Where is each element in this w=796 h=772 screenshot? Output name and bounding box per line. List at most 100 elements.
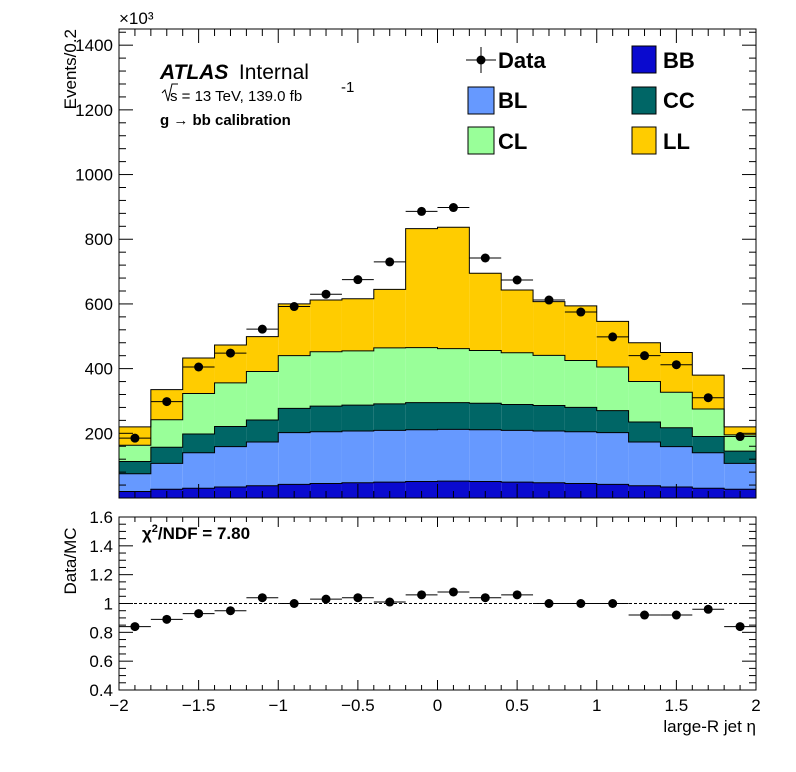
ratio-y-tick-label: 1 [104, 595, 113, 614]
legend-entry-data: Data [466, 47, 546, 73]
ratio-y-tick-label: 0.8 [89, 623, 113, 642]
ratio-y-ticks: 0.4 0.6 0.8 1 1.2 1.4 1.6 [89, 508, 756, 700]
x-tick-label: 2 [751, 696, 760, 715]
stack-bar-cc [533, 405, 565, 432]
data-point [544, 295, 554, 305]
stack-bar-ll [310, 300, 342, 352]
legend-label-cc: CC [663, 88, 695, 113]
stack-bar-bl [373, 430, 406, 483]
stack-bar-bl [469, 429, 502, 482]
stack-outline-ll [118, 226, 757, 498]
y-tick-label: 1000 [75, 166, 113, 185]
legend: Data BB BL CC CL LL [466, 45, 695, 155]
stack-outline-cc [118, 402, 757, 498]
atlas-label: ATLAS Internal [159, 61, 309, 84]
data-point [448, 203, 458, 213]
ratio-y-axis-title: Data/MC [61, 527, 80, 594]
stack-bar-ll [724, 426, 756, 435]
stack-bar-cc [150, 447, 183, 464]
stack-bar-ll [246, 336, 279, 372]
chi2-ndf-label: χ2/NDF = 7.80 [142, 523, 250, 543]
chi-symbol: χ [142, 524, 152, 543]
calibration-label: g → bb calibration [160, 112, 291, 129]
data-point [671, 360, 681, 370]
x-tick-label: 0.5 [505, 696, 529, 715]
stack-bar-bl [278, 432, 311, 485]
legend-swatch-bb [631, 45, 657, 74]
stack-bar-ll [501, 290, 534, 353]
y-tick-label: 1400 [75, 36, 113, 55]
stack-bar-bb [310, 483, 342, 498]
data-point [321, 289, 331, 299]
ratio-y-tick-label: 1.4 [89, 537, 113, 556]
stack-bar-cl [692, 409, 725, 437]
ratio-point [703, 604, 713, 614]
x-tick-label: −1 [269, 696, 288, 715]
stack-bar-cc [310, 406, 342, 432]
stack-bar-cc [405, 402, 438, 430]
ratio-x-ticks: −2 −1.5 −1 −0.5 0 0.5 1 1.5 2 [109, 517, 761, 715]
legend-label-ll: LL [663, 129, 690, 154]
stack-bar-cl [341, 350, 374, 406]
stack-bar-bb [373, 482, 406, 498]
ratio-point [640, 610, 650, 620]
ratio-point [671, 610, 681, 620]
main-y-ticks: 200 400 600 800 1000 1200 1400 [75, 31, 756, 486]
stack-bar-cl [533, 355, 565, 406]
ratio-point [130, 622, 140, 632]
ratio-point [225, 606, 235, 616]
stack-bar-bb [469, 481, 502, 498]
y-tick-label: 400 [85, 360, 113, 379]
stack-bar-ll [692, 375, 725, 410]
data-point [735, 432, 745, 442]
stack-bar-bl [310, 431, 342, 484]
stack-bar-ll [373, 289, 406, 348]
stack-bar-ll [469, 273, 502, 351]
stack-bar-cc [724, 451, 756, 464]
x-tick-label: 1.5 [665, 696, 689, 715]
data-point [608, 332, 618, 342]
ratio-y-tick-label: 0.4 [89, 681, 113, 700]
data-point [385, 257, 395, 267]
stack-cc [119, 402, 756, 474]
stack-bar-bl [246, 442, 279, 486]
stack-bar-cc [596, 410, 629, 433]
legend-entry-ll: LL [631, 126, 690, 155]
atlas-bold-text: ATLAS [159, 61, 228, 84]
y-tick-label: 800 [85, 230, 113, 249]
stack-bar-bl [437, 429, 470, 482]
legend-swatch-bl [467, 86, 495, 115]
ratio-point [194, 609, 204, 619]
data-point [225, 348, 235, 358]
ratio-point [289, 599, 299, 608]
stack-bar-ll [628, 342, 661, 382]
ratio-y-tick-label: 0.6 [89, 652, 113, 671]
stack-outline-cl [118, 347, 757, 498]
stack-bar-cc [660, 427, 693, 447]
legend-label-bl: BL [498, 88, 527, 113]
legend-label-cl: CL [498, 129, 527, 154]
stack-bar-cl [437, 348, 470, 403]
stack-bar-ll [405, 228, 438, 348]
legend-entry-bl: BL [467, 86, 527, 115]
main-plot-panel: 200 400 600 800 1000 1200 1400 ×10³ Events/0.2… [61, 9, 757, 499]
chi-superscript: 2 [152, 523, 158, 535]
ratio-plot-panel: 0.4 0.6 0.8 1 1.2 1.4 1.6 −2 −1.5 −1 −0.5 0 0.5 1 1.5… [61, 508, 761, 736]
stack-bar-bb [405, 481, 438, 498]
stack-bar-bl [150, 463, 183, 490]
stack-bar-bl [119, 473, 151, 492]
stack-bar-bb [437, 481, 470, 498]
stack-bar-bl [182, 452, 215, 489]
stack-bar-ll [278, 303, 311, 356]
stack-cl [119, 347, 756, 462]
stack-bar-cl [469, 350, 502, 404]
stack-bar-cc [246, 420, 279, 443]
ratio-y-tick-label: 1.6 [89, 508, 113, 527]
stacked-histograms [118, 226, 757, 498]
y-tick-label: 600 [85, 295, 113, 314]
stack-bar-cc [628, 421, 661, 443]
atlas-internal-text: Internal [239, 61, 309, 84]
energy-lumi-label: s = 13 TeV, 139.0 fb [170, 88, 302, 105]
chi-ndf-text: /NDF = 7.80 [158, 524, 250, 543]
